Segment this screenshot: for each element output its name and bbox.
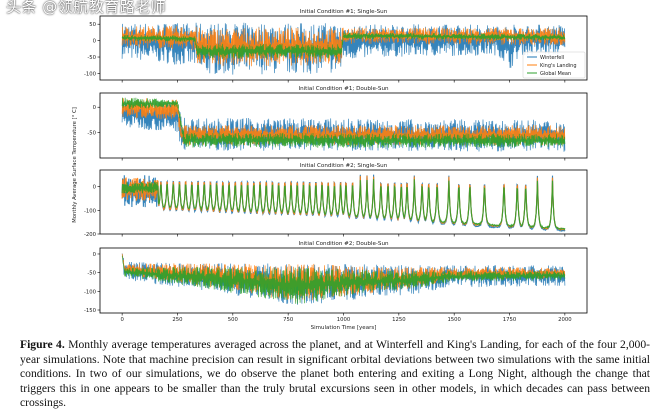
caption-label: Figure 4. — [20, 338, 65, 351]
panel-title: Initial Condition #2; Double-Sun — [298, 241, 389, 247]
legend-label: King's Landing — [540, 63, 577, 69]
x-tick-label: 1250 — [392, 317, 406, 323]
x-tick-label: 1750 — [503, 317, 517, 323]
series-line-global-mean — [121, 32, 566, 59]
series-line-global-mean — [121, 97, 566, 148]
figure-caption: Figure 4. Monthly average temperatures a… — [20, 338, 650, 411]
y-tick-label: -100 — [84, 71, 97, 77]
y-tick-label: -150 — [84, 308, 97, 314]
watermark: 头条 @领航教育路老师 — [6, 0, 167, 16]
y-tick-label: -100 — [84, 208, 97, 214]
panel-title: Initial Condition #2; Single-Sun — [300, 163, 388, 169]
x-tick-label: 0 — [120, 317, 124, 323]
y-tick-label: 0 — [93, 185, 97, 191]
legend-label: Winterfell — [540, 55, 564, 61]
x-tick-label: 500 — [228, 317, 239, 323]
y-tick-label: -50 — [87, 131, 96, 137]
y-tick-label: 0 — [93, 39, 97, 45]
x-tick-label: 1000 — [337, 317, 351, 323]
legend-label: Global Mean — [540, 71, 571, 77]
series-line-king-s-landing — [121, 25, 566, 67]
y-tick-label: -50 — [87, 55, 96, 61]
x-tick-label: 1500 — [447, 317, 461, 323]
x-tick-label: 250 — [172, 317, 183, 323]
panel-1: Initial Condition #1; Single-Sun 50 0 -50 -1… — [84, 9, 588, 83]
panel-3: Initial Condition #2; Single-Sun 0 -100 -20… — [84, 163, 588, 238]
panel-title: Initial Condition #1; Single-Sun — [300, 9, 388, 15]
series-line-king-s-landing — [121, 175, 566, 232]
y-tick-label: 0 — [93, 105, 97, 111]
y-tick-label: 50 — [89, 22, 96, 28]
y-axis-label: Monthly Average Surface Temperature [° C… — [72, 107, 78, 223]
panel-title: Initial Condition #1; Double-Sun — [298, 86, 389, 92]
panel-2: Initial Condition #1; Double-Sun 0 -50 — [87, 86, 588, 161]
figure-chart: Initial Condition #1; Single-Sun500-50-1… — [72, 9, 588, 331]
panel-4: Initial Condition #2; Double-Sun 0 -50 -100… — [84, 241, 588, 323]
caption-text: Monthly average temperatures averaged ac… — [20, 338, 650, 410]
y-tick-label: -100 — [84, 289, 97, 295]
x-tick-label: 750 — [283, 317, 294, 323]
x-axis-label: Simulation Time [years] — [311, 325, 377, 331]
y-tick-label: -50 — [87, 271, 96, 277]
series-line-global-mean — [121, 179, 566, 230]
series-line-global-mean — [121, 255, 566, 304]
y-tick-label: -200 — [84, 232, 97, 238]
y-tick-label: 0 — [93, 252, 97, 258]
x-tick-label: 2000 — [558, 317, 572, 323]
series-line-winterfell — [121, 174, 566, 233]
legend: Winterfell King's Landing Global Mean — [522, 51, 586, 79]
